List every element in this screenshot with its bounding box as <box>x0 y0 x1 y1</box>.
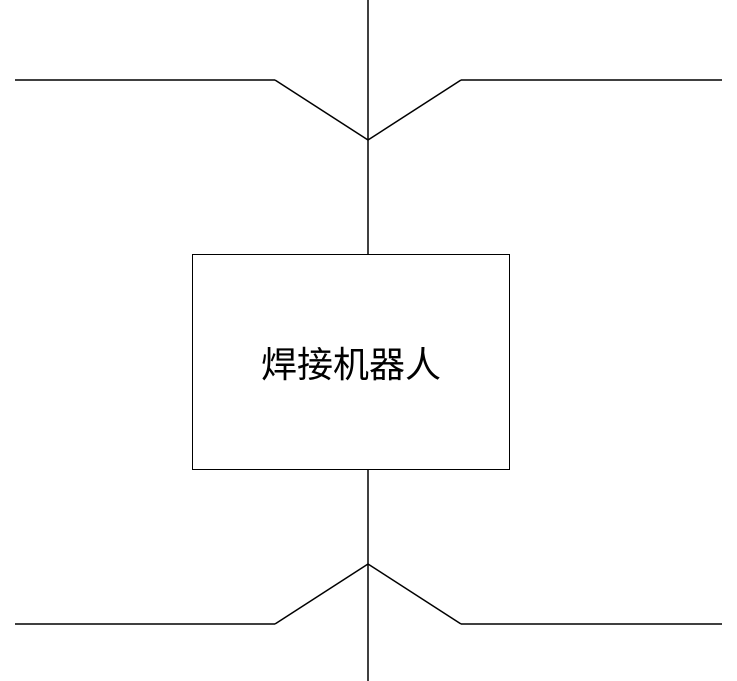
welding-robot-box: 焊接机器人 <box>192 254 510 470</box>
welding-robot-label: 焊接机器人 <box>261 336 441 388</box>
diagram-container: 焊接机器人 <box>0 0 737 681</box>
